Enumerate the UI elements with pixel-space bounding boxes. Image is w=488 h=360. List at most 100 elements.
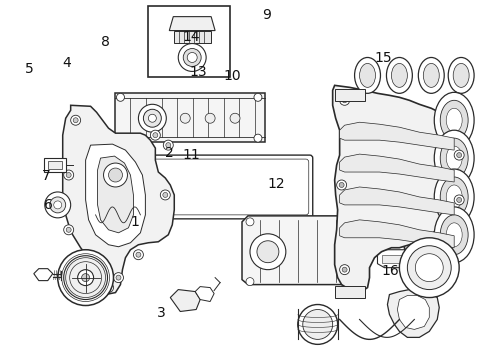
Text: 6: 6 <box>44 198 53 212</box>
Polygon shape <box>339 220 453 248</box>
Circle shape <box>302 310 332 339</box>
Ellipse shape <box>423 63 438 87</box>
Circle shape <box>153 133 158 138</box>
Circle shape <box>160 190 170 200</box>
Circle shape <box>116 134 124 142</box>
Circle shape <box>399 238 458 298</box>
Circle shape <box>256 241 278 263</box>
Text: 16: 16 <box>381 265 399 278</box>
Text: 1: 1 <box>130 215 139 229</box>
Text: 15: 15 <box>374 51 391 65</box>
Polygon shape <box>397 296 428 329</box>
Bar <box>174 31 211 42</box>
Circle shape <box>297 305 337 345</box>
Circle shape <box>347 155 361 169</box>
Circle shape <box>78 270 87 280</box>
Circle shape <box>163 140 173 150</box>
Circle shape <box>183 49 201 67</box>
Circle shape <box>108 168 122 182</box>
Circle shape <box>148 114 156 122</box>
Polygon shape <box>34 269 53 280</box>
Circle shape <box>150 130 160 140</box>
Ellipse shape <box>447 58 473 93</box>
Circle shape <box>73 118 78 123</box>
Circle shape <box>180 113 190 123</box>
Circle shape <box>103 283 113 293</box>
Circle shape <box>136 252 141 257</box>
Circle shape <box>63 170 74 180</box>
Circle shape <box>80 272 85 277</box>
Ellipse shape <box>446 223 461 247</box>
Ellipse shape <box>439 138 467 178</box>
Circle shape <box>54 201 61 209</box>
Polygon shape <box>339 154 453 182</box>
Polygon shape <box>62 105 174 294</box>
Polygon shape <box>339 187 453 215</box>
Text: 2: 2 <box>164 146 173 160</box>
Circle shape <box>414 254 442 282</box>
Ellipse shape <box>446 185 461 209</box>
Circle shape <box>63 225 74 235</box>
Circle shape <box>116 93 124 101</box>
Polygon shape <box>386 289 438 337</box>
Ellipse shape <box>439 100 467 140</box>
Ellipse shape <box>417 58 443 93</box>
Circle shape <box>138 104 166 132</box>
Circle shape <box>249 234 285 270</box>
Polygon shape <box>170 289 200 311</box>
Ellipse shape <box>439 177 467 217</box>
Text: 9: 9 <box>262 8 270 22</box>
Polygon shape <box>98 156 133 233</box>
Circle shape <box>133 250 143 260</box>
Bar <box>48 161 61 169</box>
Circle shape <box>58 250 113 306</box>
Polygon shape <box>382 255 427 263</box>
Circle shape <box>253 93 262 101</box>
Polygon shape <box>115 93 264 142</box>
Circle shape <box>113 273 123 283</box>
Text: 8: 8 <box>101 35 110 49</box>
Circle shape <box>357 218 365 226</box>
Ellipse shape <box>433 130 473 186</box>
Circle shape <box>339 95 349 105</box>
Circle shape <box>165 143 170 148</box>
Ellipse shape <box>390 63 407 87</box>
Ellipse shape <box>446 146 461 170</box>
Circle shape <box>116 275 121 280</box>
Circle shape <box>71 115 81 125</box>
Circle shape <box>63 256 107 300</box>
Ellipse shape <box>354 58 380 93</box>
Circle shape <box>407 246 450 289</box>
Text: 12: 12 <box>267 177 285 190</box>
Circle shape <box>187 53 197 62</box>
Circle shape <box>245 278 253 285</box>
Circle shape <box>45 192 71 218</box>
Text: 7: 7 <box>41 170 50 183</box>
Bar <box>44 158 65 172</box>
Circle shape <box>339 265 349 275</box>
Circle shape <box>336 180 346 190</box>
Circle shape <box>245 218 253 226</box>
Bar <box>334 89 364 101</box>
Ellipse shape <box>452 63 468 87</box>
Text: 13: 13 <box>189 65 206 79</box>
Circle shape <box>66 172 71 177</box>
Polygon shape <box>377 250 433 268</box>
Circle shape <box>351 159 357 165</box>
Circle shape <box>78 270 93 285</box>
Ellipse shape <box>386 58 411 93</box>
Polygon shape <box>242 216 367 285</box>
Circle shape <box>163 193 167 197</box>
Circle shape <box>81 274 89 282</box>
Ellipse shape <box>433 92 473 148</box>
Circle shape <box>66 227 71 232</box>
Circle shape <box>253 134 262 142</box>
Circle shape <box>103 163 127 187</box>
Polygon shape <box>195 287 214 302</box>
Text: 4: 4 <box>62 57 71 71</box>
Ellipse shape <box>433 207 473 263</box>
Circle shape <box>143 109 161 127</box>
Text: 3: 3 <box>157 306 166 320</box>
Text: 14: 14 <box>182 30 199 44</box>
Circle shape <box>229 113 240 123</box>
